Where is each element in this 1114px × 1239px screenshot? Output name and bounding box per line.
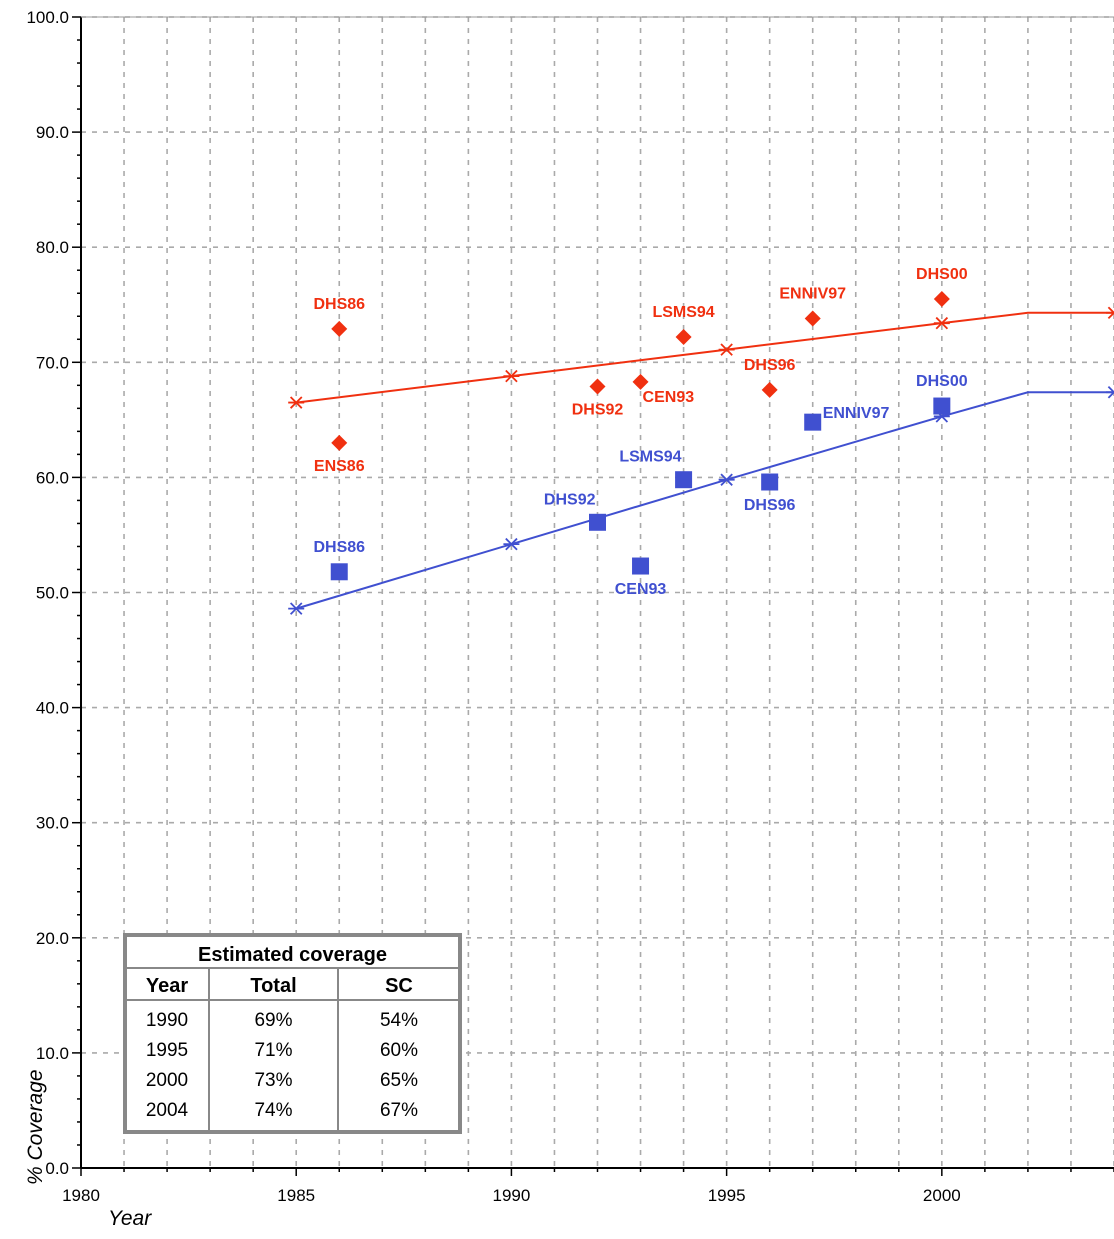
- square-point: [330, 563, 348, 581]
- point-label: DHS00: [916, 266, 968, 283]
- square-point: [804, 413, 822, 431]
- table-cell: 69%: [254, 1010, 292, 1031]
- x-tick-label: 1985: [277, 1186, 315, 1205]
- asterisk-marker-total: [503, 369, 520, 383]
- x-tick-label: 1995: [708, 1186, 746, 1205]
- point-label: DHS92: [572, 401, 624, 418]
- y-axis-title: % Coverage: [24, 1069, 47, 1185]
- axes: 0.0 10.0 20.0 30.0 40.0 50.0 60.0 70.0 80.0 90.0 1…: [26, 8, 1114, 1205]
- table-header-cell: Year: [146, 975, 188, 997]
- diamond-point: [331, 320, 348, 337]
- marker-stroke: [1107, 311, 1114, 320]
- table-header-cell: Total: [250, 975, 296, 997]
- point-label: LSMS94: [619, 449, 681, 466]
- diamond-point: [804, 310, 821, 327]
- y-tick-label: 10.0: [36, 1044, 69, 1063]
- y-tick-label: 100.0: [26, 8, 69, 27]
- asterisk-marker-total: [933, 316, 950, 330]
- marker-stroke: [1107, 385, 1114, 394]
- table-cell: 71%: [254, 1040, 292, 1061]
- table-cell: 1995: [146, 1040, 188, 1061]
- x-tick-label: 1990: [493, 1186, 531, 1205]
- point-label: DHS86: [313, 539, 365, 556]
- y-tick-label: 70.0: [36, 353, 69, 372]
- point-label: DHS96: [744, 357, 796, 374]
- table-cell: 1990: [146, 1010, 188, 1031]
- table-header-cell: SC: [385, 975, 413, 997]
- y-tick-label: 50.0: [36, 584, 69, 603]
- diamond-point: [331, 434, 348, 451]
- asterisk-marker-total: [288, 396, 305, 409]
- diamond-point: [632, 373, 649, 390]
- point-label: CEN93: [615, 581, 667, 598]
- marker-stroke: [935, 316, 949, 330]
- diamond-point: [933, 290, 950, 307]
- data-points: DHS86 ENS86 DHS92 CEN93 LSMS94 DHS96 ENNIV97 DH…: [288, 266, 1114, 615]
- point-label: ENNIV97: [779, 286, 846, 303]
- marker-stroke: [720, 343, 733, 356]
- y-tick-label: 0.0: [45, 1159, 69, 1178]
- series-line-total: [296, 311, 1114, 404]
- marker-stroke: [289, 396, 303, 409]
- y-tick-label: 30.0: [36, 814, 69, 833]
- estimated-coverage-table: Estimated coverage Year Total SC 1990 69% 54% 1…: [123, 933, 462, 1134]
- point-label: DHS96: [744, 497, 796, 514]
- table-cell: 54%: [380, 1010, 418, 1031]
- table-cell: 2004: [146, 1100, 189, 1121]
- marker-stroke: [1107, 306, 1114, 315]
- asterisk-marker-total: [718, 343, 735, 356]
- asterisk-marker-sc: [1106, 385, 1114, 399]
- asterisk-marker-sc: [288, 602, 305, 615]
- diamond-point: [761, 381, 778, 398]
- asterisk-marker-sc: [503, 537, 520, 551]
- point-label: DHS00: [916, 373, 968, 390]
- table-cell: 2000: [146, 1070, 188, 1091]
- point-label: DHS86: [313, 296, 365, 313]
- marker-stroke: [1107, 390, 1114, 399]
- square-point: [675, 471, 693, 489]
- y-tick-label: 80.0: [36, 238, 69, 257]
- table-cell: 60%: [380, 1040, 418, 1061]
- table-cell: 67%: [380, 1100, 418, 1121]
- table-cell: 65%: [380, 1070, 418, 1091]
- diamond-point: [589, 378, 606, 395]
- point-label: CEN93: [643, 389, 695, 406]
- table-cell: 73%: [254, 1070, 292, 1091]
- y-tick-label: 90.0: [36, 123, 69, 142]
- y-tick-label: 60.0: [36, 468, 69, 487]
- point-label: DHS92: [544, 491, 596, 508]
- x-axis-title: Year: [108, 1207, 152, 1230]
- marker-stroke: [720, 473, 733, 486]
- diamond-point: [675, 328, 692, 345]
- series-line-sc: [295, 391, 1114, 610]
- marker-stroke: [505, 537, 518, 551]
- series-lines: [295, 311, 1114, 610]
- marker-stroke: [289, 602, 303, 615]
- x-tick-label: 1980: [62, 1186, 100, 1205]
- asterisk-marker-sc: [718, 473, 735, 486]
- square-point: [933, 397, 951, 415]
- table-cell: 74%: [254, 1100, 292, 1121]
- square-point: [632, 557, 650, 575]
- asterisk-marker-total: [1106, 306, 1114, 320]
- x-tick-label: 2000: [923, 1186, 961, 1205]
- square-point: [589, 513, 606, 531]
- y-tick-label: 20.0: [36, 929, 69, 948]
- square-point: [761, 473, 779, 491]
- point-label: LSMS94: [652, 304, 714, 321]
- y-tick-label: 40.0: [36, 699, 69, 718]
- point-label: ENS86: [314, 458, 365, 475]
- table-title: Estimated coverage: [198, 944, 387, 966]
- point-label: ENNIV97: [823, 405, 890, 422]
- marker-stroke: [505, 369, 518, 383]
